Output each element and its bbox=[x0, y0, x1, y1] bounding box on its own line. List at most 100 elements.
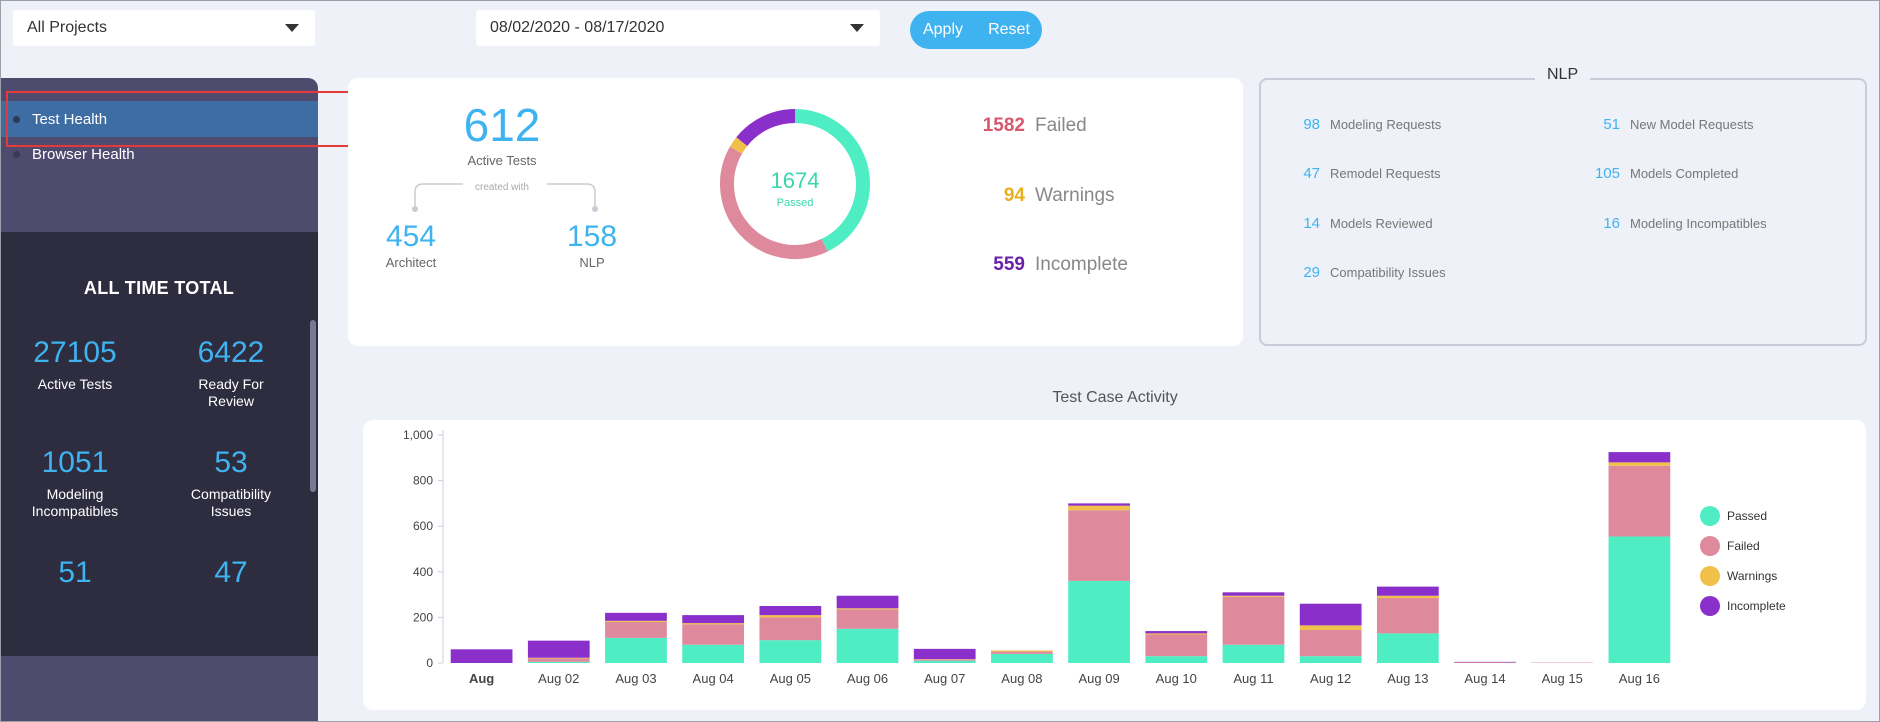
bar-segment-warnings[interactable] bbox=[1299, 625, 1362, 630]
bar-segment-passed[interactable] bbox=[527, 661, 590, 663]
x-tick-label: Aug 13 bbox=[1387, 671, 1428, 686]
legend-swatch-warnings[interactable] bbox=[1700, 566, 1720, 586]
x-tick-label: Aug 11 bbox=[1233, 671, 1273, 686]
bar-segment-failed[interactable] bbox=[527, 658, 590, 662]
bar-segment-failed[interactable] bbox=[682, 624, 745, 645]
sidebar-scrollbar[interactable] bbox=[310, 320, 316, 492]
bar-segment-warnings[interactable] bbox=[1376, 595, 1439, 599]
stat-label: Compatibility Issues bbox=[190, 486, 272, 519]
bar-segment-incomplete[interactable] bbox=[605, 612, 667, 621]
bar-segment-passed[interactable] bbox=[605, 637, 667, 663]
nlp-label: NLP bbox=[579, 255, 605, 270]
bar-segment-warnings[interactable] bbox=[1068, 505, 1130, 511]
legend-label[interactable]: Passed bbox=[1727, 509, 1767, 523]
bar-segment-passed[interactable] bbox=[682, 644, 745, 663]
x-tick-label: Aug 05 bbox=[770, 671, 811, 686]
bar-segment-incomplete[interactable] bbox=[450, 649, 513, 663]
stat-active-tests: 27105 Active Tests bbox=[0, 336, 155, 393]
bar-segment-incomplete[interactable] bbox=[1608, 452, 1671, 463]
bar-segment-warnings[interactable] bbox=[1145, 633, 1208, 635]
bar-segment-warnings[interactable] bbox=[527, 657, 590, 659]
bar-segment-failed[interactable] bbox=[605, 621, 667, 638]
created-with-label: created with bbox=[475, 182, 529, 193]
bar-segment-warnings[interactable] bbox=[759, 615, 822, 618]
bar-segment-passed[interactable] bbox=[1299, 656, 1362, 663]
bar-segment-passed[interactable] bbox=[759, 640, 822, 663]
bar-segment-warnings[interactable] bbox=[1608, 462, 1671, 466]
reset-button[interactable]: Reset bbox=[988, 21, 1030, 38]
bar-segment-failed[interactable] bbox=[1608, 465, 1671, 537]
x-tick-label: Aug 06 bbox=[847, 671, 888, 686]
bar-segment-warnings[interactable] bbox=[836, 608, 899, 610]
legend-swatch-incomplete[interactable] bbox=[1700, 596, 1720, 616]
bar-segment-failed[interactable] bbox=[991, 651, 1053, 654]
architect-value: 454 bbox=[385, 220, 437, 253]
date-range-select[interactable]: 08/02/2020 - 08/17/2020 bbox=[476, 10, 880, 46]
bar-segment-incomplete[interactable] bbox=[759, 606, 822, 616]
bar-segment-passed[interactable] bbox=[836, 628, 899, 663]
bar-segment-passed[interactable] bbox=[1608, 536, 1671, 663]
bar-segment-failed[interactable] bbox=[836, 609, 899, 629]
all-time-total-title: ALL TIME TOTAL bbox=[83, 278, 235, 298]
nlp-value: 47 bbox=[1303, 165, 1320, 182]
bar-segment-failed[interactable] bbox=[1145, 634, 1208, 657]
bar-segment-warnings[interactable] bbox=[991, 650, 1053, 652]
bar-segment-warnings[interactable] bbox=[682, 623, 745, 625]
bar-segment-incomplete[interactable] bbox=[1145, 631, 1208, 634]
legend-swatch-failed[interactable] bbox=[1700, 536, 1720, 556]
selection-highlight bbox=[6, 91, 357, 147]
donut-slice-warnings bbox=[729, 137, 748, 154]
warnings-stat: 94 Warnings bbox=[935, 185, 1115, 207]
chart-title: Test Case Activity bbox=[1052, 389, 1178, 406]
warnings-value: 94 bbox=[1003, 185, 1025, 206]
bar-segment-passed[interactable] bbox=[991, 653, 1053, 663]
bar-segment-failed[interactable] bbox=[913, 659, 976, 661]
legend-label[interactable]: Incomplete bbox=[1727, 599, 1786, 613]
bar-segment-incomplete[interactable] bbox=[682, 615, 745, 624]
legend-swatch-passed[interactable] bbox=[1700, 506, 1720, 526]
bar-segment-incomplete[interactable] bbox=[836, 595, 899, 609]
y-tick-label: 1,000 bbox=[403, 428, 433, 442]
sidebar-item-browser-health[interactable]: Browser Health bbox=[0, 136, 135, 172]
bar-segment-incomplete[interactable] bbox=[1222, 592, 1285, 596]
bar-segment-failed[interactable] bbox=[1068, 510, 1130, 581]
nlp-value: 51 bbox=[1603, 116, 1620, 133]
apply-button[interactable]: Apply bbox=[922, 21, 964, 38]
stat-compatibility-issues: 53 Compatibility Issues bbox=[151, 446, 311, 520]
bar-segment-failed[interactable] bbox=[1222, 596, 1285, 645]
sidebar-item-test-health[interactable]: Test Health bbox=[0, 101, 332, 137]
donut-slice-passed bbox=[794, 109, 870, 252]
nlp-row: 16 Modeling Incompatibles bbox=[1580, 215, 1766, 232]
nlp-label: Models Completed bbox=[1630, 166, 1739, 181]
legend-label[interactable]: Warnings bbox=[1727, 569, 1777, 583]
stat-value: 27105 bbox=[33, 336, 117, 369]
bar-segment-warnings[interactable] bbox=[605, 620, 667, 622]
bar-segment-incomplete[interactable] bbox=[1299, 603, 1362, 626]
stat-extra-2: 47 bbox=[151, 556, 311, 590]
bar-segment-incomplete[interactable] bbox=[527, 640, 590, 658]
nlp-row: 105 Models Completed bbox=[1580, 165, 1738, 182]
bar-segment-failed[interactable] bbox=[1299, 629, 1362, 657]
project-select[interactable]: All Projects bbox=[13, 10, 315, 46]
bar-segment-incomplete[interactable] bbox=[1376, 586, 1439, 596]
bullet-icon bbox=[13, 115, 20, 123]
bar-segment-incomplete[interactable] bbox=[913, 648, 976, 660]
stat-value: 47 bbox=[214, 556, 248, 589]
bar-segment-passed[interactable] bbox=[1145, 656, 1208, 663]
bullet-icon bbox=[13, 150, 20, 158]
x-tick-label: Aug bbox=[469, 671, 494, 686]
bar-segment-passed[interactable] bbox=[913, 660, 976, 663]
bar-segment-failed[interactable] bbox=[1454, 662, 1516, 663]
sidebar-item-label: Browser Health bbox=[32, 145, 135, 163]
bar-segment-warnings[interactable] bbox=[1222, 595, 1285, 597]
legend-label[interactable]: Failed bbox=[1727, 539, 1760, 553]
x-tick-label: Aug 10 bbox=[1156, 671, 1197, 686]
bar-segment-passed[interactable] bbox=[1376, 633, 1439, 663]
bar-segment-passed[interactable] bbox=[1222, 644, 1285, 663]
bar-segment-failed[interactable] bbox=[759, 617, 822, 641]
bar-segment-passed[interactable] bbox=[1068, 580, 1130, 663]
nlp-row: 51 New Model Requests bbox=[1580, 116, 1753, 133]
bar-segment-failed[interactable] bbox=[1376, 598, 1439, 634]
bar-segment-incomplete[interactable] bbox=[1068, 503, 1130, 506]
donut-slice-failed bbox=[720, 146, 828, 259]
